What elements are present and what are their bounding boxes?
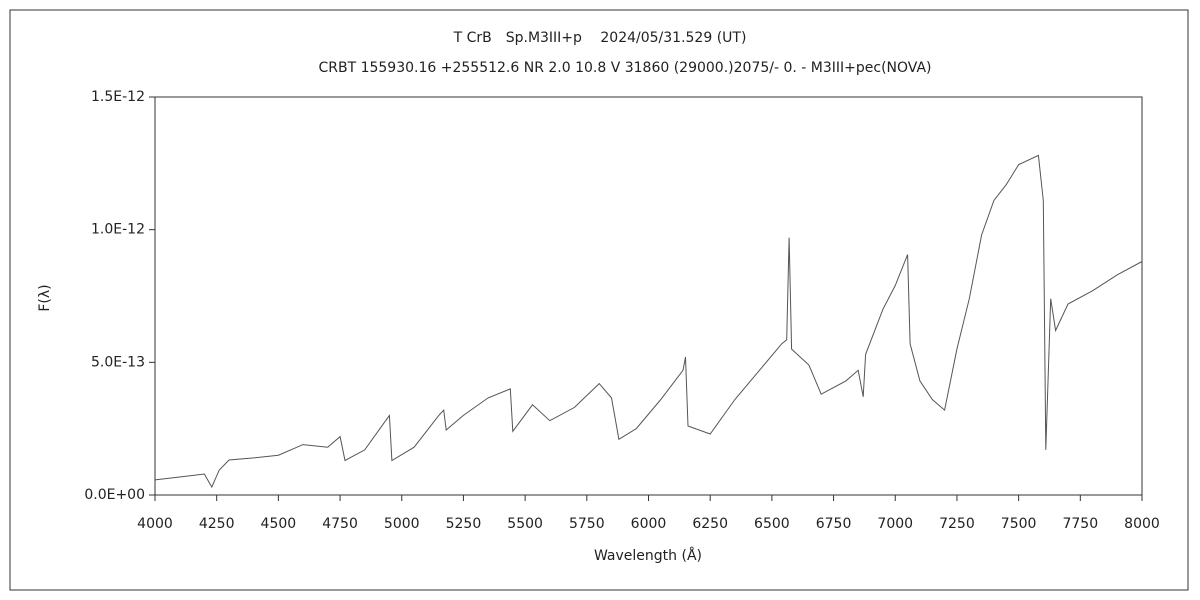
y-tick-label: 5.0E-13 bbox=[91, 354, 145, 370]
x-tick-label: 4500 bbox=[261, 516, 297, 532]
x-tick-label: 7750 bbox=[1062, 516, 1098, 532]
x-tick-label: 4000 bbox=[137, 516, 173, 532]
x-tick-label: 5000 bbox=[384, 516, 420, 532]
x-tick-label: 5750 bbox=[569, 516, 605, 532]
x-tick-label: 7500 bbox=[1001, 516, 1037, 532]
x-tick-label: 5250 bbox=[446, 516, 482, 532]
x-tick-label: 6500 bbox=[754, 516, 790, 532]
plot-frame bbox=[154, 96, 1143, 496]
x-tick-label: 4750 bbox=[322, 516, 358, 532]
x-tick-label: 6250 bbox=[692, 516, 728, 532]
x-tick-label: 8000 bbox=[1124, 516, 1160, 532]
x-tick-label: 6000 bbox=[631, 516, 667, 532]
frame bbox=[9, 9, 1189, 591]
x-tick-label: 4250 bbox=[199, 516, 235, 532]
chart-title: T CrB Sp.M3III+p 2024/05/31.529 (UT) bbox=[453, 30, 747, 46]
x-tick-label: 5500 bbox=[507, 516, 543, 532]
chart-subtitle: CRBT 155930.16 +255512.6 NR 2.0 10.8 V 3… bbox=[318, 60, 931, 76]
x-tick-label: 6750 bbox=[816, 516, 852, 532]
x-tick-label: 7250 bbox=[939, 516, 975, 532]
y-tick-label: 1.0E-12 bbox=[91, 222, 145, 238]
spectrum-line bbox=[154, 154, 1143, 489]
y-tick-label: 0.0E+00 bbox=[84, 487, 145, 503]
y-axis-label: F(λ) bbox=[37, 284, 53, 311]
x-axis-label: Wavelength (Å) bbox=[594, 547, 702, 564]
x-tick-label: 7000 bbox=[877, 516, 913, 532]
y-tick-label: 1.5E-12 bbox=[91, 89, 145, 105]
